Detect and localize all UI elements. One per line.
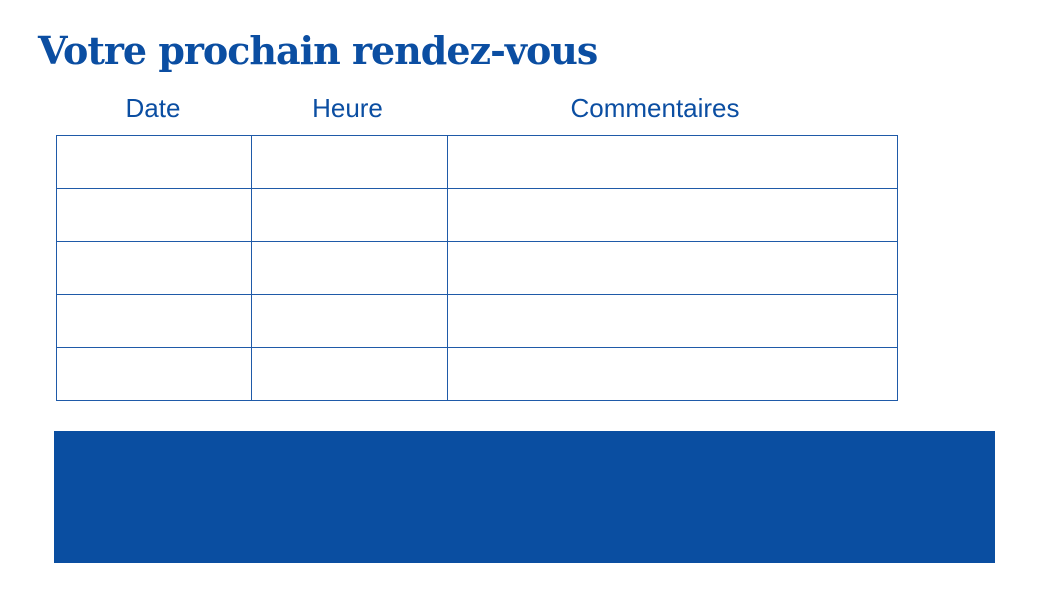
column-header-comments: Commentaires	[570, 93, 740, 123]
date-cell	[56, 347, 252, 401]
time-input[interactable]	[252, 189, 447, 241]
date-input[interactable]	[57, 348, 251, 400]
date-cell	[56, 188, 252, 242]
comments-input[interactable]	[448, 189, 897, 241]
comments-cell	[447, 241, 898, 295]
blue-panel	[54, 431, 995, 563]
date-input[interactable]	[57, 136, 251, 188]
comments-input[interactable]	[448, 242, 897, 294]
comments-input[interactable]	[448, 295, 897, 347]
time-cell	[251, 241, 448, 295]
date-cell	[56, 135, 252, 189]
date-cell	[56, 241, 252, 295]
column-header-time: Heure	[312, 93, 383, 123]
comments-cell	[447, 294, 898, 348]
appointment-table	[56, 135, 898, 401]
table-row	[56, 241, 898, 295]
date-input[interactable]	[57, 295, 251, 347]
table-row	[56, 188, 898, 242]
comments-cell	[447, 135, 898, 189]
table-row	[56, 347, 898, 401]
table-row	[56, 135, 898, 189]
time-cell	[251, 135, 448, 189]
table-row	[56, 294, 898, 348]
time-input[interactable]	[252, 295, 447, 347]
time-cell	[251, 294, 448, 348]
page-title: Votre prochain rendez-vous	[38, 28, 598, 73]
comments-input[interactable]	[448, 348, 897, 400]
column-header-date: Date	[125, 93, 181, 123]
time-input[interactable]	[252, 136, 447, 188]
time-cell	[251, 347, 448, 401]
date-input[interactable]	[57, 189, 251, 241]
comments-cell	[447, 188, 898, 242]
date-cell	[56, 294, 252, 348]
date-input[interactable]	[57, 242, 251, 294]
comments-input[interactable]	[448, 136, 897, 188]
time-input[interactable]	[252, 348, 447, 400]
comments-cell	[447, 347, 898, 401]
time-input[interactable]	[252, 242, 447, 294]
time-cell	[251, 188, 448, 242]
